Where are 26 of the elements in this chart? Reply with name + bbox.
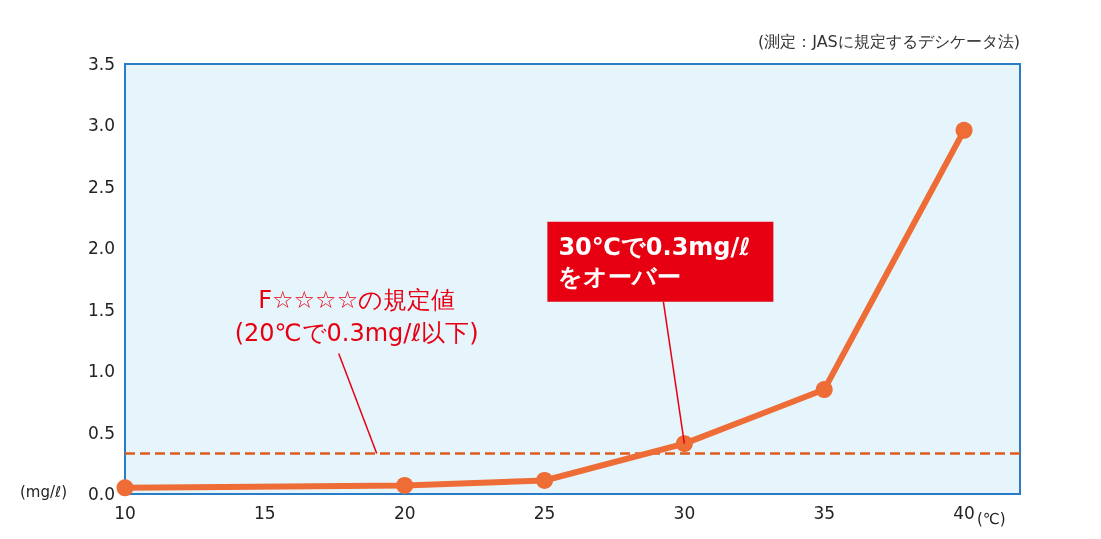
point xyxy=(536,471,554,489)
x-tick-label: 15 xyxy=(254,502,276,523)
y-axis-title: (mg/ℓ) xyxy=(20,482,68,501)
point xyxy=(396,476,414,494)
x-axis-title: (℃) xyxy=(977,509,1006,528)
x-tick-label: 35 xyxy=(813,502,836,523)
annotation: 30℃で0.3mg/ℓ をオーバー xyxy=(558,232,751,291)
y-tick-label: 2.0 xyxy=(87,238,115,259)
x-tick-label: 40 xyxy=(953,502,975,523)
point xyxy=(116,479,134,497)
y-tick-label: 2.5 xyxy=(87,176,115,197)
x-tick-label: 30 xyxy=(673,502,696,523)
x-tick-label: 10 xyxy=(114,502,136,523)
text: (測定：JASに規定するデシケータ法) xyxy=(757,31,1021,51)
point xyxy=(955,121,973,139)
y-tick-label: 1.0 xyxy=(87,361,115,382)
y-tick-label: 3.5 xyxy=(87,54,115,74)
y-tick-label: 0.5 xyxy=(87,422,115,443)
y-tick-label: 1.5 xyxy=(87,299,115,320)
y-tick-label: 3.0 xyxy=(87,115,115,136)
point xyxy=(815,381,833,399)
point xyxy=(675,435,693,453)
x-tick-label: 20 xyxy=(393,502,416,523)
y-tick-label: 0.0 xyxy=(87,484,115,504)
ref-line-label: F☆☆☆☆の規定値 (20℃で0.3mg/ℓ以下) xyxy=(234,285,479,347)
x-tick-label: 25 xyxy=(533,502,556,523)
